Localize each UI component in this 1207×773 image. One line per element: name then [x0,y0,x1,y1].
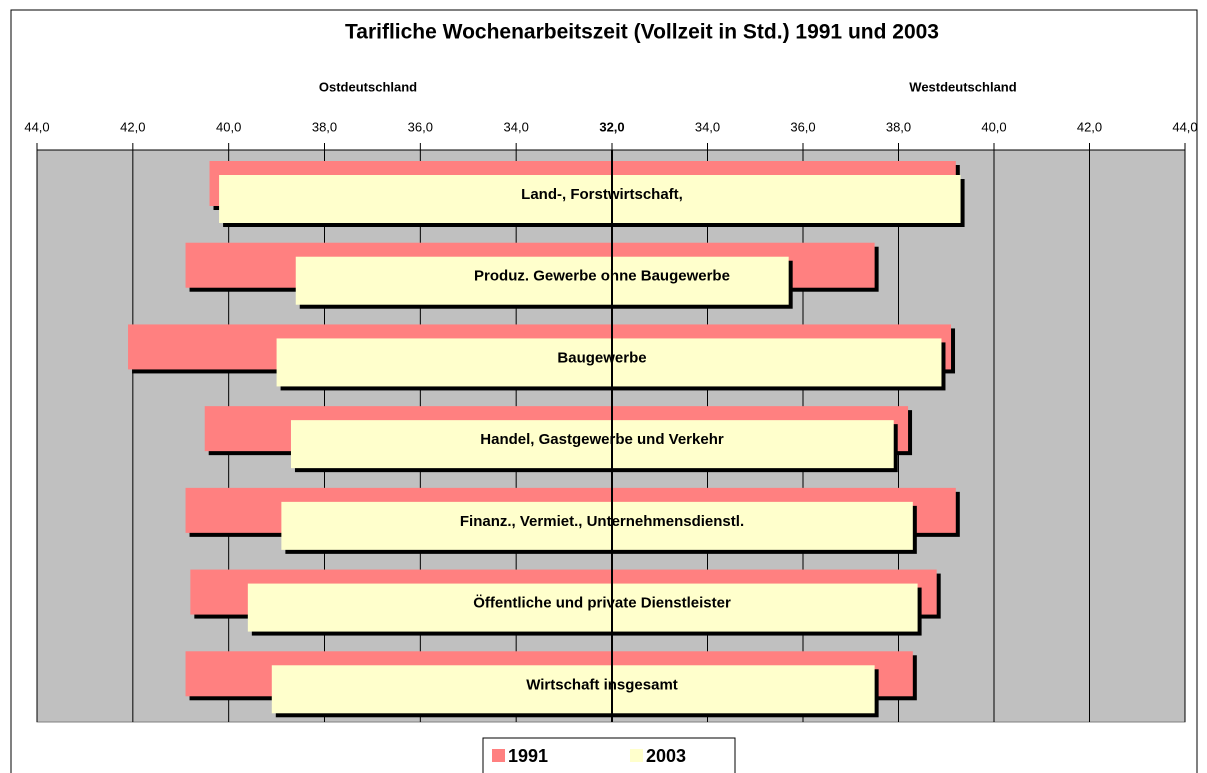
bar [612,256,789,305]
bar [290,420,612,469]
bar [612,175,961,223]
bar [281,501,612,550]
bar [219,175,613,223]
x-tick-label: 40,0 [216,119,241,134]
category-label: Wirtschaft insgesamt [526,676,678,693]
legend-swatch [630,749,643,762]
category-label: Handel, Gastgewerbe und Verkehr [480,431,724,448]
right-axis-label: Westdeutschland [909,79,1016,94]
chart-title: Tarifliche Wochenarbeitszeit (Vollzeit i… [345,21,939,44]
legend-swatch [492,749,505,762]
bar [271,665,612,714]
x-tick-label: 40,0 [981,119,1006,134]
legend-box [482,737,736,773]
x-tick-label: 42,0 [1077,119,1102,134]
x-tick-label: 36,0 [408,119,433,134]
x-tick-label: 34,0 [504,119,529,134]
legend-label: 2003 [646,746,686,766]
x-tick-label: 38,0 [886,119,911,134]
bar [612,338,942,387]
legend-label: 1991 [508,746,548,766]
left-axis-label: Ostdeutschland [319,79,417,94]
bar [612,420,894,469]
category-label: Öffentliche und private Dienstleister [473,595,731,612]
bar [612,501,913,550]
bar [612,665,875,714]
x-tick-label: 44,0 [24,119,49,134]
x-tick-label: 34,0 [695,119,720,134]
x-tick-label: 32,0 [599,119,624,134]
x-tick-label: 42,0 [120,119,145,134]
x-tick-label: 36,0 [790,119,815,134]
category-label: Baugewerbe [557,349,646,366]
bar [276,338,612,387]
bar [247,583,613,632]
category-label: Finanz., Vermiet., Unternehmensdienstl. [460,513,744,530]
x-tick-label: 38,0 [312,119,337,134]
bar [612,583,918,632]
bar [295,256,612,305]
category-label: Produz. Gewerbe ohne Baugewerbe [474,268,730,285]
category-label: Land-, Forstwirtschaft, [521,186,683,203]
x-tick-label: 44,0 [1172,119,1197,134]
